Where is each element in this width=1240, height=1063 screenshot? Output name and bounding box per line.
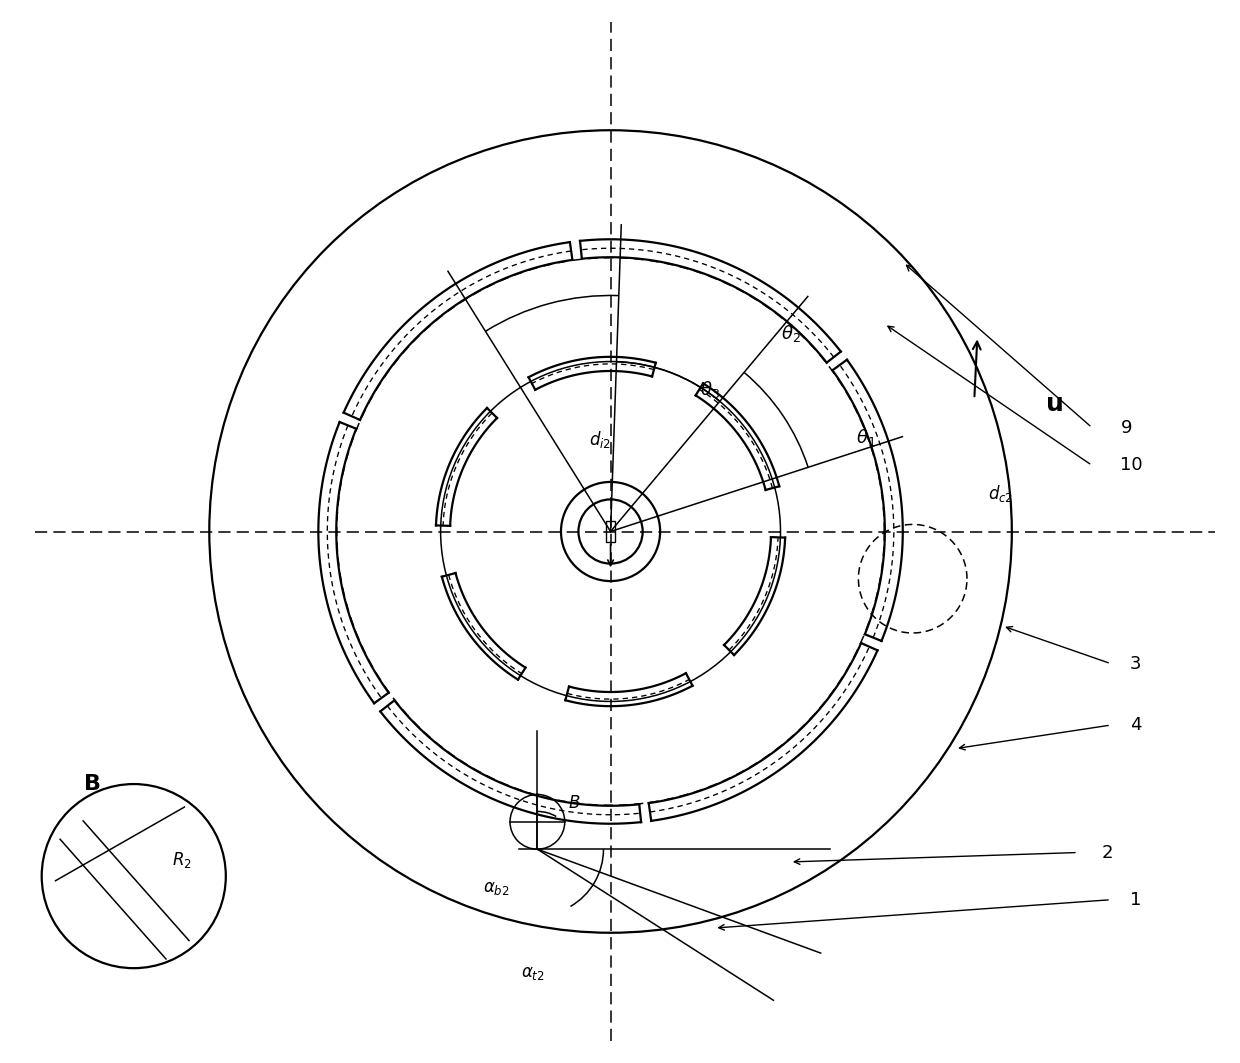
Text: $\mathbf{u}$: $\mathbf{u}$: [1045, 392, 1063, 416]
Text: 4: 4: [1130, 716, 1141, 735]
Text: $B$: $B$: [568, 794, 580, 812]
Bar: [606, 521, 615, 542]
Text: $\alpha_{b2}$: $\alpha_{b2}$: [484, 879, 510, 897]
Text: $d_{c2}$: $d_{c2}$: [988, 484, 1013, 504]
Text: $\theta_2$: $\theta_2$: [780, 323, 800, 343]
Text: $\mathbf{B}$: $\mathbf{B}$: [83, 774, 100, 794]
Text: $d_{i2}$: $d_{i2}$: [589, 429, 610, 450]
Text: 3: 3: [1130, 655, 1141, 673]
Text: $R_2$: $R_2$: [171, 849, 191, 870]
Text: 1: 1: [1130, 891, 1141, 909]
Text: $\theta_1$: $\theta_1$: [856, 426, 875, 448]
Text: 2: 2: [1101, 844, 1114, 861]
Text: $\alpha_{t2}$: $\alpha_{t2}$: [521, 964, 544, 982]
Text: 10: 10: [1121, 456, 1143, 474]
Text: 9: 9: [1121, 419, 1132, 437]
Text: $\theta_3$: $\theta_3$: [701, 379, 720, 401]
